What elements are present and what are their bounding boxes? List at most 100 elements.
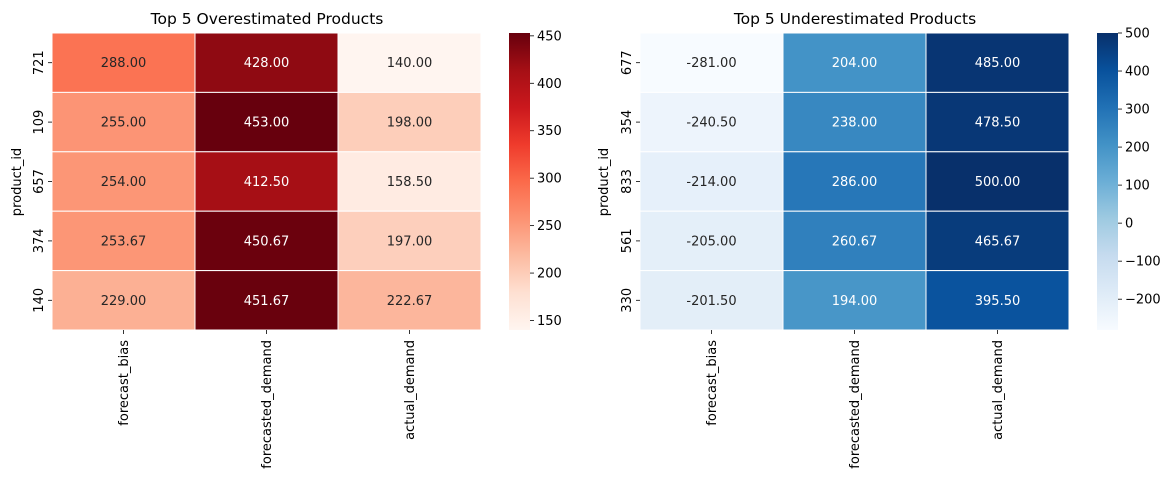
heatmap-cell — [337, 32, 482, 93]
heatmap-cell — [51, 270, 196, 331]
colorbar: 150 200 250 300 350 400 450 — [509, 29, 562, 330]
cell-label: 288.00 — [101, 56, 147, 71]
heatmap-cell — [925, 32, 1070, 93]
x-tick-label: actual_demand — [403, 340, 418, 440]
cell-label: 253.67 — [101, 234, 147, 249]
heatmap-cell — [925, 151, 1070, 212]
cell-label: 286.00 — [832, 175, 878, 190]
y-tick-label: 140 — [32, 288, 47, 313]
heatmap-underestimated: Top 5 Underestimated Products product_id… — [597, 10, 1161, 469]
heatmap-overestimated: Top 5 Overestimated Products product_id … — [10, 10, 562, 469]
heatmap-cell — [194, 32, 339, 93]
heatmap-cell — [51, 32, 196, 93]
y-tick-label: 109 — [32, 110, 47, 135]
heatmap-cell — [639, 270, 784, 331]
cell-label: -205.00 — [686, 234, 736, 249]
heatmap-cell — [337, 270, 482, 331]
cell-label: 465.67 — [975, 234, 1021, 249]
chart-title: Top 5 Overestimated Products — [150, 10, 384, 28]
cell-label: -214.00 — [686, 175, 736, 190]
heatmap-cell — [782, 91, 927, 153]
colorbar-tick-label: 300 — [1125, 103, 1150, 118]
heatmap-cell — [51, 91, 196, 153]
cell-label: 194.00 — [832, 294, 878, 309]
x-tick-labels: forecast_bias forecasted_demand actual_dem… — [705, 330, 1006, 469]
cell-label: -281.00 — [686, 56, 736, 71]
x-tick-label: forecast_bias — [705, 340, 720, 426]
colorbar-tick-label: 300 — [537, 172, 562, 187]
heatmap-cell — [337, 210, 482, 272]
cell-label: 260.67 — [832, 234, 878, 249]
colorbar-tick-label: 400 — [537, 77, 562, 92]
colorbar: −200 −100 0 100 200 300 400 500 — [1097, 27, 1161, 330]
colorbar-tick-label: −100 — [1125, 255, 1161, 270]
x-tick-labels: forecast_bias forecasted_demand actual_dem… — [117, 330, 418, 469]
y-axis-label: product_id — [597, 148, 612, 216]
cell-label: 412.50 — [244, 175, 290, 190]
heatmap-cell — [194, 270, 339, 331]
cell-label: 478.50 — [975, 116, 1021, 131]
cell-label: 198.00 — [387, 116, 433, 131]
cell-label: 485.00 — [975, 56, 1021, 71]
colorbar-fill — [509, 33, 530, 330]
cell-label: 451.67 — [244, 294, 290, 309]
cell-label: 450.67 — [244, 234, 290, 249]
y-tick-label: 330 — [620, 288, 635, 313]
heatmap-cells: -281.00 204.00 485.00 -240.50 238.00 478.50 -2… — [639, 32, 1070, 331]
heatmap-cell — [194, 91, 339, 153]
heatmap-cell — [782, 32, 927, 93]
cell-label: 140.00 — [387, 56, 433, 71]
colorbar-tick-label: 450 — [537, 29, 562, 44]
heatmap-cells: 288.00 428.00 140.00 255.00 453.00 198.00 254.… — [51, 32, 482, 331]
cell-label: 254.00 — [101, 175, 147, 190]
colorbar-tick-label: 200 — [537, 267, 562, 282]
colorbar-tick-label: 200 — [1125, 141, 1150, 156]
heatmap-cell — [782, 151, 927, 212]
cell-label: -201.50 — [686, 294, 736, 309]
heatmap-cell — [925, 91, 1070, 153]
x-tick-label: forecasted_demand — [260, 340, 275, 469]
colorbar-tick-label: 150 — [537, 314, 562, 329]
cell-label: 222.67 — [387, 294, 433, 309]
heatmap-cell — [639, 91, 784, 153]
x-tick-label: actual_demand — [991, 340, 1006, 440]
cell-label: 500.00 — [975, 175, 1021, 190]
cell-label: 238.00 — [832, 116, 878, 131]
colorbar-tick-label: 400 — [1125, 65, 1150, 80]
y-tick-label: 561 — [620, 228, 635, 253]
y-tick-labels: 721 109 657 374 140 — [32, 50, 52, 313]
heatmap-cell — [51, 210, 196, 272]
y-tick-label: 657 — [32, 169, 47, 194]
heatmap-cell — [925, 210, 1070, 272]
colorbar-tick-label: 100 — [1125, 179, 1150, 194]
heatmap-cell — [337, 91, 482, 153]
cell-label: -240.50 — [686, 116, 736, 131]
colorbar-tick-label: 500 — [1125, 27, 1150, 42]
y-tick-label: 374 — [32, 228, 47, 253]
cell-label: 453.00 — [244, 116, 290, 131]
y-tick-label: 677 — [620, 50, 635, 75]
heatmap-cell — [925, 270, 1070, 331]
colorbar-tick-label: 350 — [537, 124, 562, 139]
cell-label: 255.00 — [101, 116, 147, 131]
cell-label: 428.00 — [244, 56, 290, 71]
colorbar-tick-label: 250 — [537, 219, 562, 234]
cell-label: 395.50 — [975, 294, 1021, 309]
y-tick-labels: 677 354 833 561 330 — [620, 50, 640, 313]
y-tick-label: 354 — [620, 110, 635, 135]
colorbar-fill — [1097, 33, 1118, 330]
cell-label: 158.50 — [387, 175, 433, 190]
colorbar-tick-label: −200 — [1125, 293, 1161, 308]
y-axis-label: product_id — [10, 148, 25, 216]
x-tick-label: forecasted_demand — [848, 340, 863, 469]
cell-label: 204.00 — [832, 56, 878, 71]
y-tick-label: 833 — [620, 169, 635, 194]
colorbar-tick-label: 0 — [1125, 217, 1133, 232]
heatmap-cell — [194, 151, 339, 212]
y-tick-label: 721 — [32, 50, 47, 75]
cell-label: 229.00 — [101, 294, 147, 309]
x-tick-label: forecast_bias — [117, 340, 132, 426]
chart-title: Top 5 Underestimated Products — [733, 10, 976, 28]
cell-label: 197.00 — [387, 234, 433, 249]
